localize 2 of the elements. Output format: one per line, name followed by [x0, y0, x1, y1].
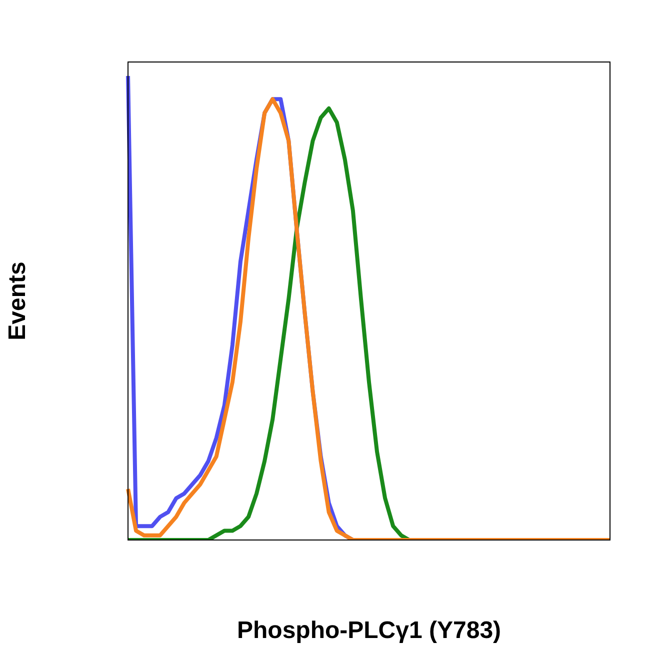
x-axis-title: Phospho-PLCγ1 (Y783) — [236, 617, 502, 644]
y-axis-title: Events — [4, 262, 32, 340]
